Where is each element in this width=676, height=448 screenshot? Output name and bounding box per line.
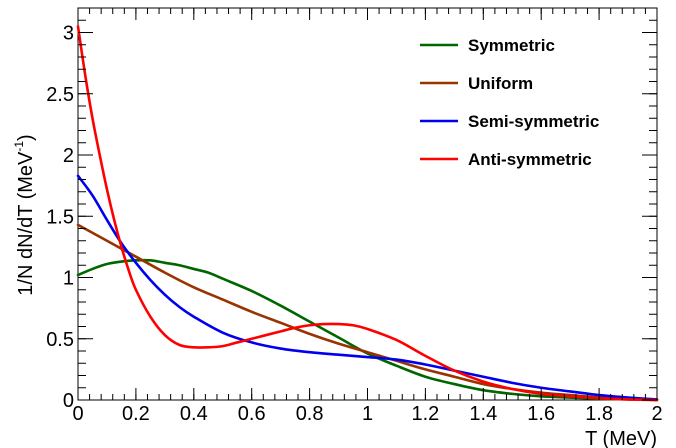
x-tick-label: 2 <box>651 403 662 425</box>
y-tick-label: 0 <box>63 390 74 412</box>
y-tick-label: 1 <box>63 268 74 290</box>
x-tick-label: 1.6 <box>527 403 555 425</box>
series-line-uniform <box>76 223 659 402</box>
legend-label-anti-symmetric: Anti-symmetric <box>468 150 592 169</box>
x-tick-label: 0.2 <box>122 403 150 425</box>
x-tick-label: 1.4 <box>469 403 497 425</box>
x-axis-title: T (MeV) <box>585 428 657 448</box>
plot-frame <box>77 7 658 401</box>
y-axis-title-main: 1/N dN/dT (MeV <box>15 151 37 296</box>
series-line-symmetric <box>76 258 659 402</box>
x-tick-label: 0.8 <box>296 403 324 425</box>
legend: Symmetric Uniform Semi-symmetric Anti-symme… <box>420 36 599 169</box>
x-tick-label: 1.2 <box>411 403 439 425</box>
series-line-anti-symmetric <box>76 25 659 402</box>
legend-label-symmetric: Symmetric <box>468 36 555 55</box>
x-tick-label: 1 <box>362 403 373 425</box>
y-axis-title-exponent: -1 <box>12 141 26 152</box>
series-line-semi-symmetric <box>76 174 659 401</box>
y-tick-label: 1.5 <box>46 206 74 228</box>
y-tick-label: 3 <box>63 23 74 45</box>
y-tick-label: 2 <box>63 145 74 167</box>
x-tick-label: 1.8 <box>585 403 613 425</box>
y-axis-title: 1/N dN/dT (MeV-1) <box>12 134 37 295</box>
y-tick-label: 2.5 <box>46 84 74 106</box>
legend-label-semi-symmetric: Semi-symmetric <box>468 112 599 131</box>
x-tick-label: 0 <box>72 403 83 425</box>
legend-label-uniform: Uniform <box>468 74 533 93</box>
axes-group: 0 0.2 0.4 0.6 0.8 1 1.2 1.4 1.6 1.8 2 0 0.5 1 1.5 2 2.5 3 <box>46 7 663 425</box>
series-group <box>76 25 659 402</box>
plot-frame-group <box>77 7 658 401</box>
y-tick-label: 0.5 <box>46 329 74 351</box>
x-tick-label: 0.4 <box>180 403 208 425</box>
y-axis-title-close: ) <box>15 134 37 141</box>
x-tick-label: 0.6 <box>238 403 266 425</box>
